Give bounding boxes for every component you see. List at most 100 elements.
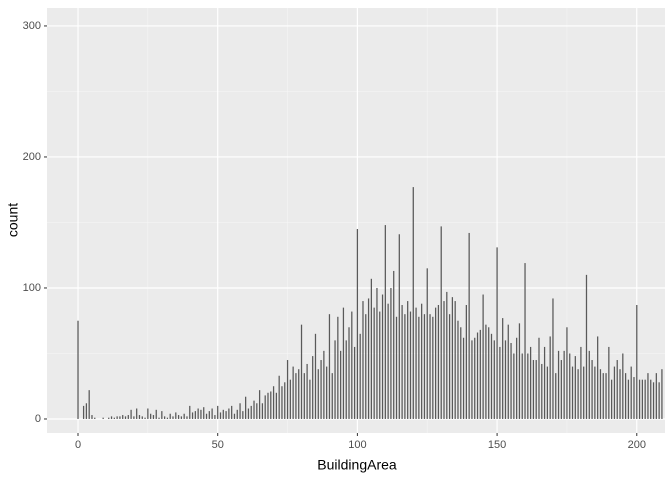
bar (303, 373, 305, 419)
bar (440, 226, 442, 419)
bar (150, 413, 152, 419)
bar (194, 411, 196, 419)
bar (608, 346, 610, 419)
bar (552, 298, 554, 419)
bar (627, 379, 630, 419)
bar (462, 337, 465, 419)
bar (331, 373, 333, 419)
bar (214, 415, 216, 419)
bar (175, 412, 177, 419)
y-tick-label: 0 (35, 413, 41, 425)
y-tick-label: 300 (23, 20, 41, 32)
bar (217, 405, 219, 419)
bar (616, 360, 618, 419)
bar (479, 329, 481, 419)
bar (200, 409, 202, 419)
bar (272, 386, 275, 419)
bar (658, 382, 660, 419)
bar (384, 225, 386, 419)
bar (591, 360, 593, 419)
bar (504, 340, 507, 419)
bar (644, 379, 646, 419)
bar (535, 360, 537, 419)
bar (351, 311, 353, 419)
bar (161, 411, 163, 419)
bar (594, 366, 596, 419)
bar (147, 408, 149, 419)
bar (82, 405, 85, 419)
bar (381, 294, 384, 419)
bar (647, 373, 649, 419)
bar (446, 291, 448, 419)
bar (569, 353, 571, 419)
bar (102, 417, 104, 419)
bar (474, 337, 476, 419)
bar (465, 305, 467, 419)
bar (566, 327, 568, 419)
y-axis-label: count (5, 203, 21, 237)
bar (457, 320, 459, 419)
bar (116, 416, 118, 419)
bar (518, 323, 521, 419)
bar (88, 390, 90, 419)
bar (418, 316, 420, 419)
bar (245, 396, 247, 419)
bar (261, 403, 264, 419)
bar (208, 411, 210, 419)
bar (429, 314, 431, 419)
bar (460, 327, 462, 419)
bar (122, 415, 124, 419)
bar (443, 301, 445, 419)
bar (538, 337, 540, 419)
bar (345, 340, 347, 419)
bar (437, 305, 440, 419)
bar (144, 417, 146, 419)
bar (85, 403, 88, 419)
x-tick-label: 150 (488, 439, 506, 451)
bar (485, 324, 487, 419)
bar (560, 360, 562, 419)
bar (326, 366, 328, 419)
bar (448, 314, 451, 419)
bar (619, 369, 621, 419)
bar (488, 327, 490, 419)
bar (152, 415, 155, 419)
bar (412, 187, 414, 419)
bar (353, 346, 356, 419)
x-tick-label: 200 (628, 439, 646, 451)
bar (136, 408, 138, 419)
bar (222, 409, 224, 419)
bar (119, 416, 121, 419)
bar (292, 366, 294, 419)
bar (563, 350, 565, 419)
bar (172, 416, 174, 419)
bar (365, 314, 367, 419)
bar (328, 314, 331, 419)
bar (138, 415, 141, 419)
bar (242, 411, 244, 419)
x-axis-label: BuildingArea (317, 457, 397, 473)
bar (541, 363, 543, 419)
bar (471, 340, 473, 419)
bar (275, 392, 278, 419)
bar (133, 416, 135, 419)
bar (521, 353, 523, 419)
bar (557, 350, 560, 419)
bar (415, 307, 417, 419)
bar (605, 373, 607, 419)
bar (577, 369, 579, 419)
bar (236, 409, 238, 419)
bar (507, 324, 509, 419)
bar (191, 412, 194, 419)
bar (583, 366, 585, 419)
bar (655, 373, 657, 419)
bar (281, 386, 283, 419)
bar (529, 346, 532, 419)
bar (211, 408, 213, 419)
bar (130, 409, 132, 419)
bar (516, 337, 518, 419)
x-tick-label: 100 (348, 439, 366, 451)
bar (652, 382, 655, 419)
bar (390, 287, 392, 419)
x-tick-label: 50 (212, 439, 224, 451)
